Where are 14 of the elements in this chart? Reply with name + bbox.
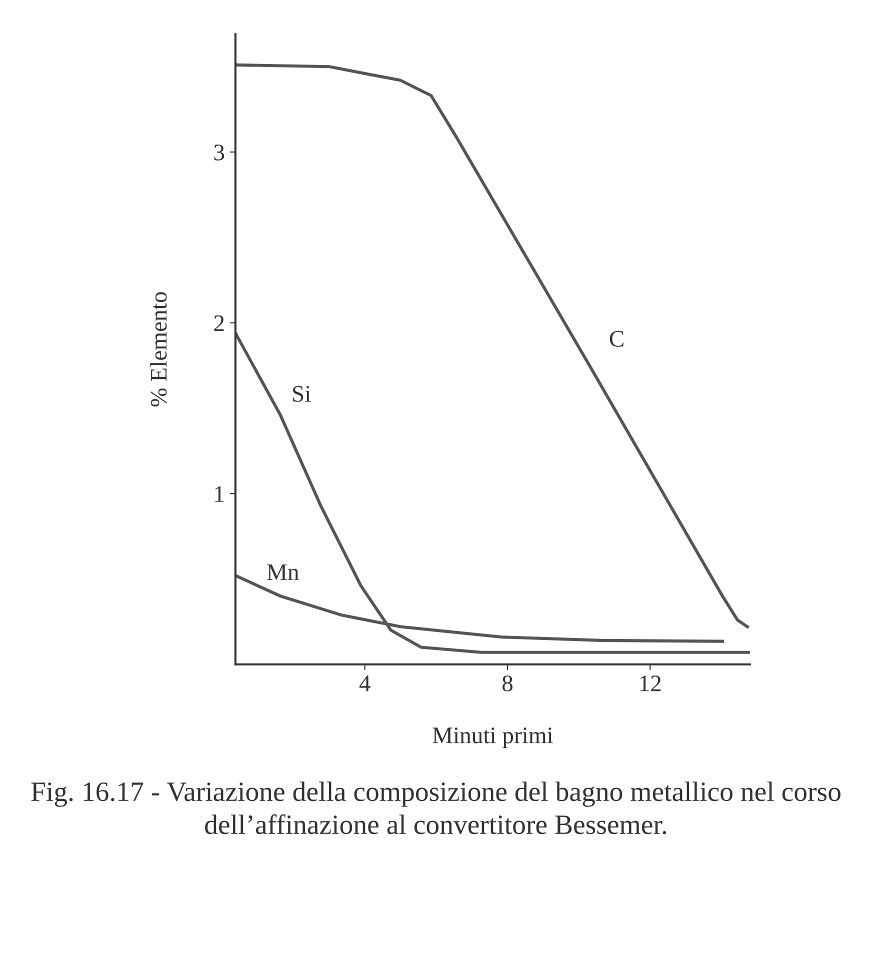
- series-label: Si: [293, 386, 311, 402]
- line-series: [235, 63, 749, 628]
- y-tick-label: 1: [215, 486, 224, 502]
- line-series: [235, 332, 750, 654]
- caption: Fig. 16.17 - Variazione della composizione del bagno metallico nel corso dell’affinazione al convertitore Bessemer.: [31, 782, 840, 834]
- x-tick-label: 8: [502, 675, 512, 692]
- series-label: Mn: [267, 564, 299, 580]
- y-tick-label: 2: [214, 315, 224, 331]
- series-label: C: [610, 330, 624, 347]
- y-tick-label: 3: [214, 144, 224, 160]
- x-tick-label: 4: [359, 676, 370, 692]
- x-axis-title: Minuti primi: [432, 727, 553, 748]
- x-tick-label: 12: [640, 676, 661, 692]
- y-axis-title: % Elemento: [150, 292, 167, 406]
